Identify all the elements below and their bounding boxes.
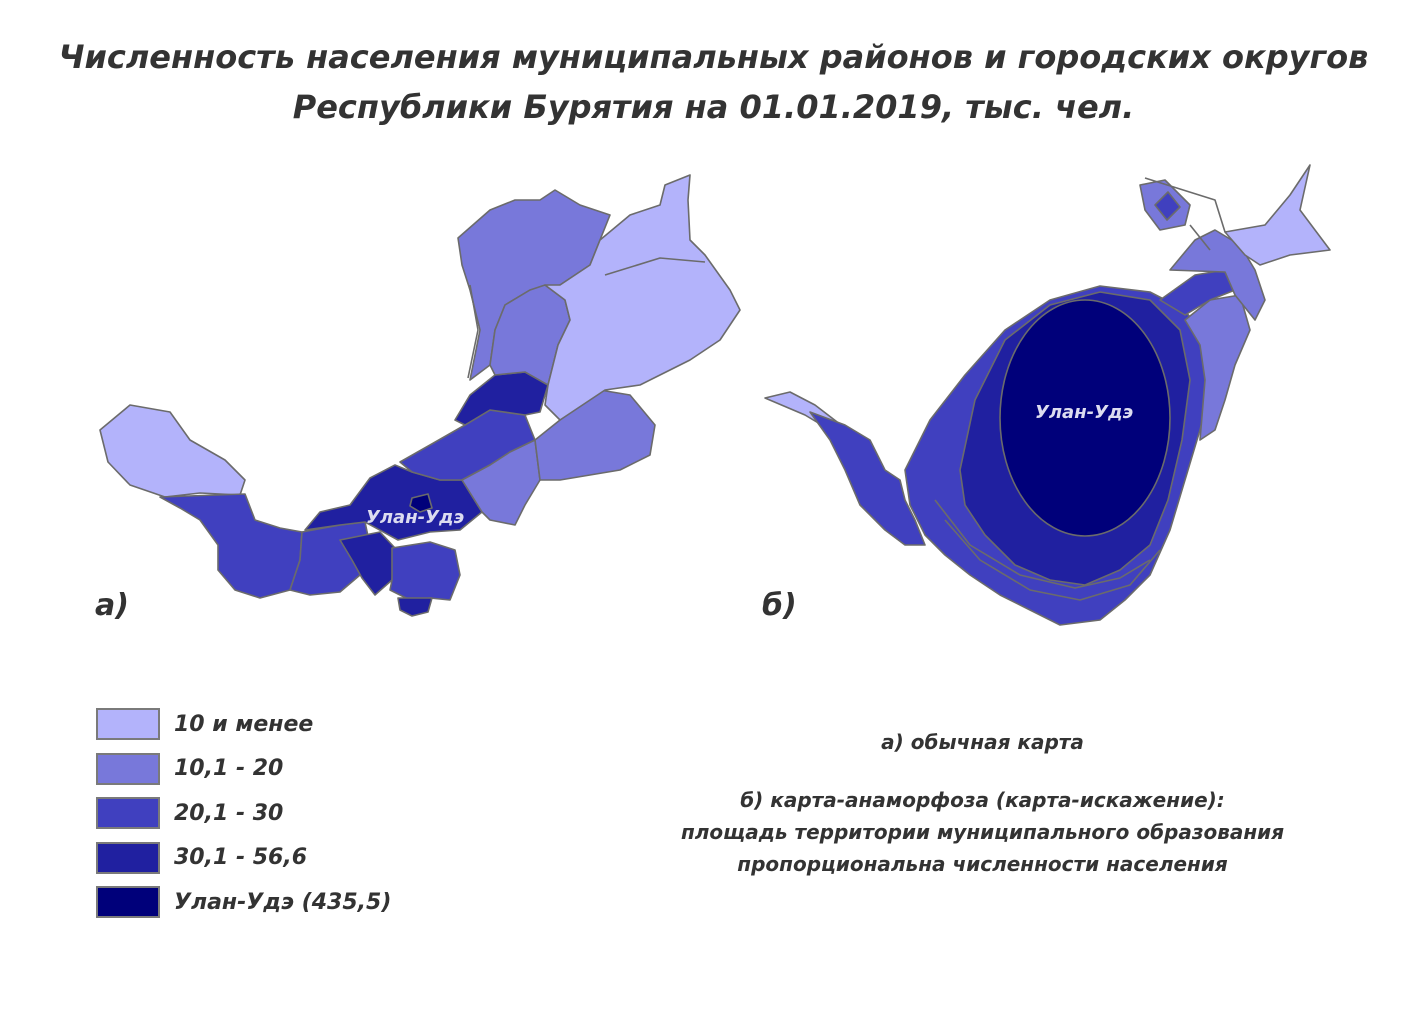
maps-canvas: Улан-Удэ Улан-Удэ xyxy=(99,164,1331,626)
map-b-city-label: Улан-Удэ xyxy=(1035,402,1134,423)
map-a-region-west xyxy=(99,404,246,498)
map-b-region-ulan-ude xyxy=(999,299,1171,537)
legend-label: 20,1 - 30 xyxy=(174,800,284,826)
legend-swatch xyxy=(96,886,160,918)
legend: 10 и менее 10,1 - 20 20,1 - 30 30,1 - 56… xyxy=(96,706,391,929)
map-b xyxy=(764,164,1331,626)
map-a-region-southeast xyxy=(389,541,461,601)
map-title: Численность населения муниципальных райо… xyxy=(0,32,1427,132)
map-a xyxy=(99,174,741,617)
legend-item: 30,1 - 56,6 xyxy=(96,840,391,876)
map-a-region-ulan-ude xyxy=(409,493,433,513)
note-a: а) обычная карта xyxy=(881,730,1084,754)
title-line-2: Республики Бурятия на 01.01.2019, тыс. ч… xyxy=(292,88,1135,126)
legend-swatch xyxy=(96,752,160,785)
map-b-region-right-lobe xyxy=(1184,294,1251,441)
title-line-1: Численность населения муниципальных райо… xyxy=(58,38,1369,76)
panel-label-a: а) xyxy=(95,588,129,623)
note-b-line-2: площадь территории муниципального образо… xyxy=(680,820,1285,844)
legend-swatch xyxy=(96,708,160,740)
legend-item: 10 и менее xyxy=(96,706,391,742)
legend-label: 10 и менее xyxy=(174,711,314,737)
legend-item: Улан-Удэ (435,5) xyxy=(96,884,391,920)
legend-label: Улан-Удэ (435,5) xyxy=(174,889,392,915)
map-a-region-southwest xyxy=(159,493,303,599)
legend-swatch xyxy=(96,841,160,874)
note-b-line-1: б) карта-анаморфоза (карта-искажение): xyxy=(740,788,1225,812)
map-a-region-east-central xyxy=(461,439,541,526)
panel-label-b: б) xyxy=(762,588,797,623)
map-notes: а) обычная карта б) карта-анаморфоза (ка… xyxy=(560,726,1405,880)
map-b-region-west-arm xyxy=(809,411,926,546)
map-a-region-northeast xyxy=(544,174,741,421)
legend-swatch xyxy=(96,797,160,829)
note-b-line-3: пропорциональна численности населения xyxy=(737,852,1228,876)
map-b-region-north-spike xyxy=(1224,164,1331,266)
legend-label: 30,1 - 56,6 xyxy=(174,845,308,870)
map-a-region-south-2 xyxy=(339,531,396,596)
legend-item: 20,1 - 30 xyxy=(96,795,391,831)
map-a-region-south-tip xyxy=(397,597,433,617)
map-b-region-northeast-arm xyxy=(1169,229,1266,321)
map-a-region-central xyxy=(454,371,549,426)
map-b-region-north-blob-inner xyxy=(1154,191,1181,221)
legend-label: 10,1 - 20 xyxy=(174,756,284,781)
map-a-city-label: Улан-Удэ xyxy=(366,507,465,528)
legend-item: 10,1 - 20 xyxy=(96,751,391,787)
